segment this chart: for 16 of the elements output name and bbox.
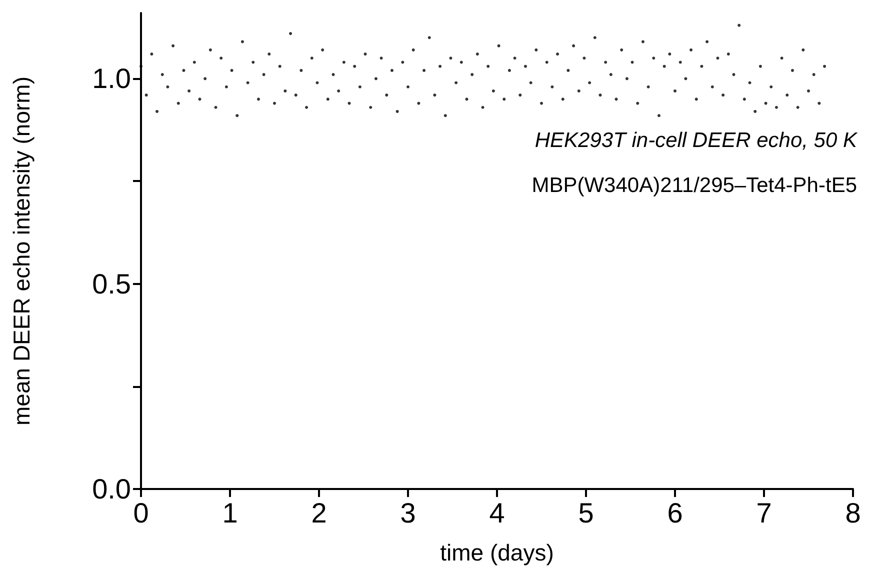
y-tick-label: 1.0 <box>92 63 131 94</box>
x-tick-label: 8 <box>845 498 861 528</box>
annotation: HEK293T in-cell DEER echo, 50 K <box>534 129 858 152</box>
annotation: MBP(W340A)211/295–Tet4-Ph-tE5 <box>532 174 858 197</box>
x-tick-label: 5 <box>578 498 594 528</box>
x-tick-label: 4 <box>489 498 505 528</box>
x-tick-label: 7 <box>756 498 772 528</box>
x-tick-label: 3 <box>400 498 416 528</box>
x-axis-title: time (days) <box>440 540 554 566</box>
x-tick-label: 6 <box>667 498 683 528</box>
x-tick-label: 2 <box>311 498 327 528</box>
x-tick-label: 1 <box>222 498 238 528</box>
y-tick-label: 0.5 <box>92 268 131 300</box>
y-axis-title: mean DEER echo intensity (norm) <box>8 76 34 426</box>
x-tick-label: 0 <box>133 498 149 528</box>
y-tick-label: 0.0 <box>92 474 131 504</box>
